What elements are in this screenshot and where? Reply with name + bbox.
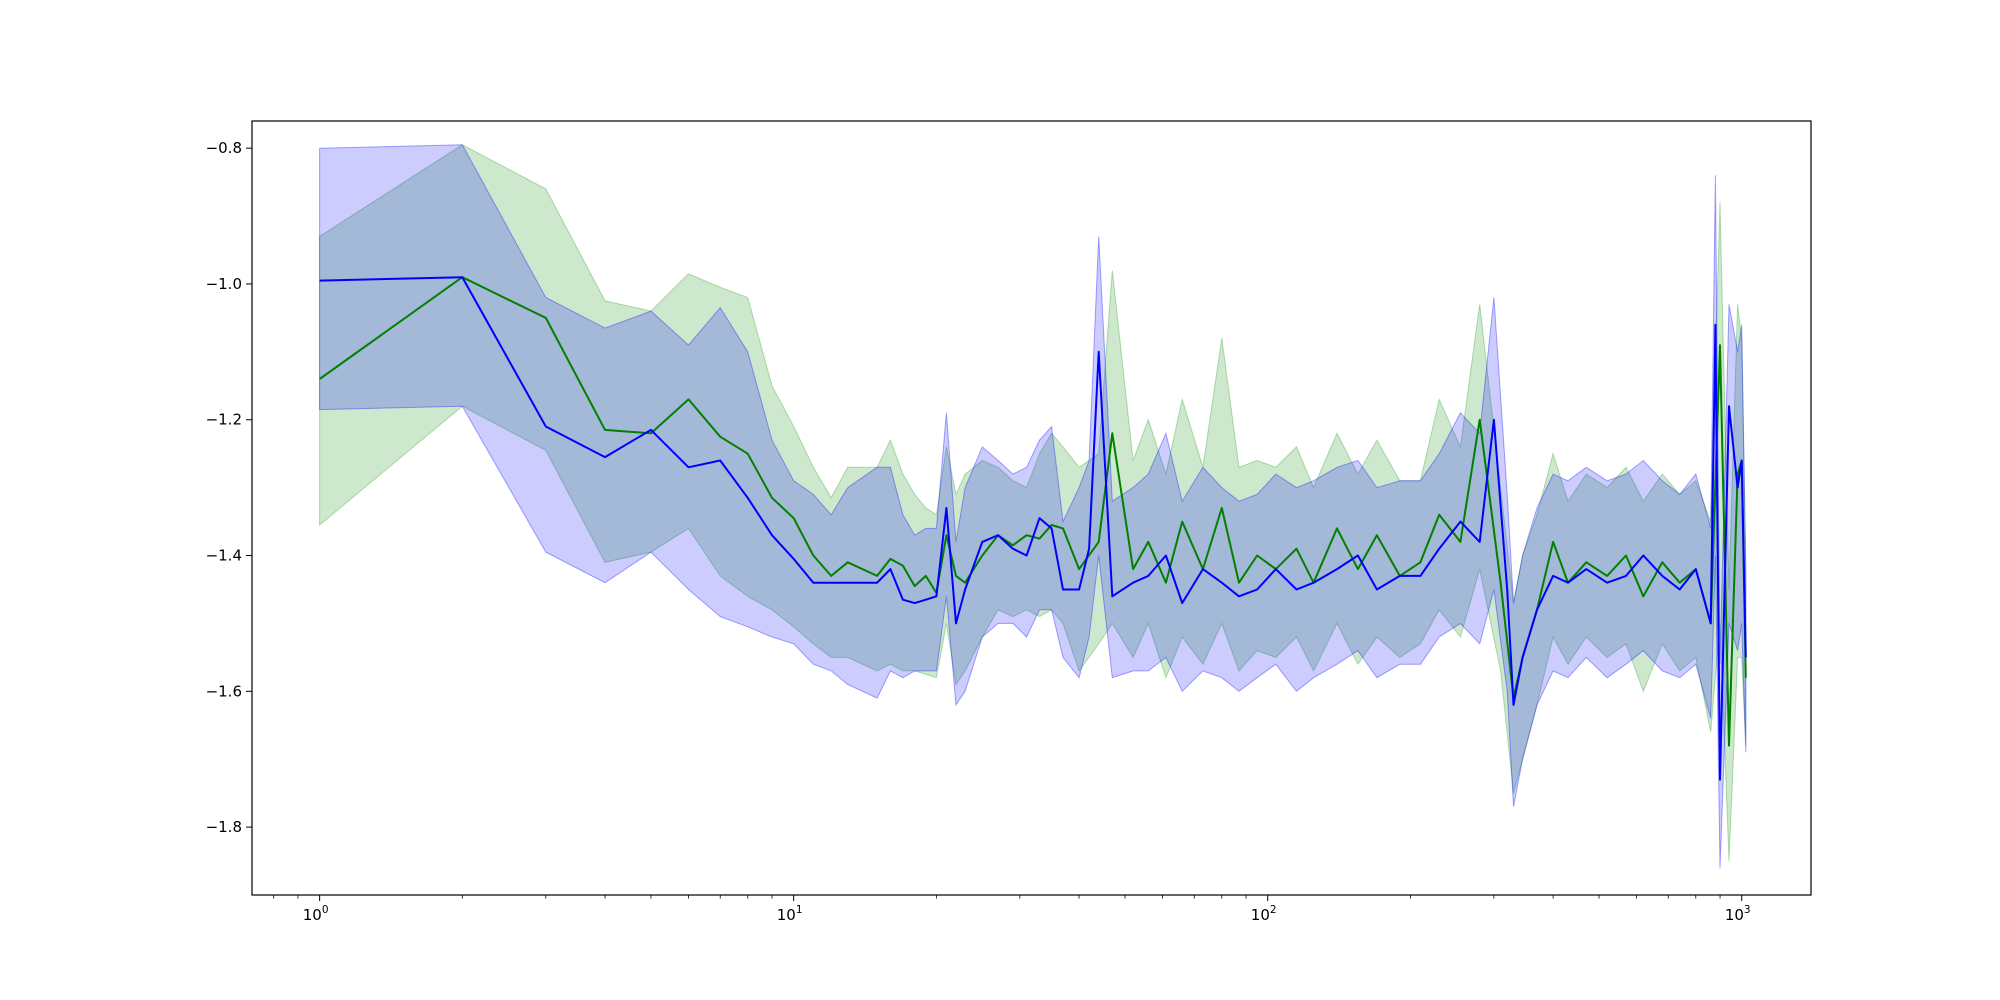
- y-tick-label: −1.4: [206, 547, 242, 565]
- series-2-line: [319, 276, 1747, 781]
- y-tick-label: −1.6: [206, 682, 242, 700]
- axes-frame: [251, 120, 1812, 896]
- y-tick-label: −1.2: [206, 411, 242, 429]
- plot-area: [319, 144, 1747, 868]
- y-tick-label: −1.8: [206, 818, 242, 836]
- series-2-confidence-band: [319, 144, 1747, 868]
- y-tick-label: −0.8: [206, 139, 242, 157]
- y-tick-label: −1.0: [206, 275, 242, 293]
- series-1-confidence-band: [319, 144, 1747, 862]
- series-1-line: [319, 276, 1747, 747]
